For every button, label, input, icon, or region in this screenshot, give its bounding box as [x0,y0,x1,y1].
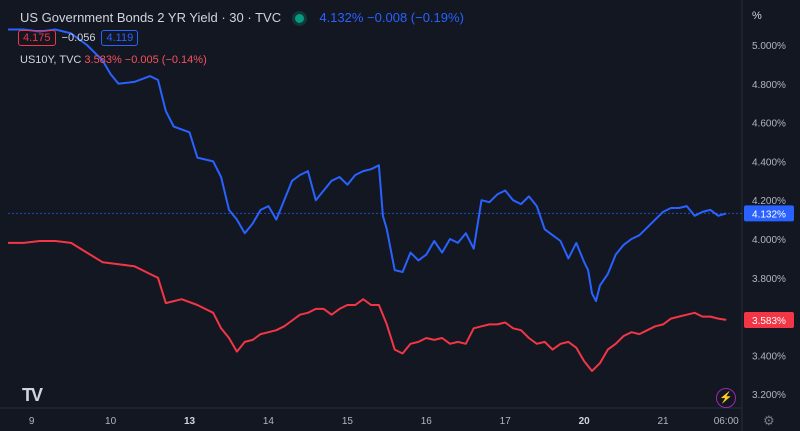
spread-value: −0.056 [61,32,96,44]
tradingview-logo[interactable]: TV [22,385,43,405]
symbol-title[interactable]: US Government Bonds 2 YR Yield · 30 · TV… [20,10,282,25]
x-tick-label: 14 [263,416,275,427]
y-tick-label: 4.400% [752,157,786,168]
x-tick-label: 9 [29,416,35,427]
y-tick-label: 4.200% [752,196,786,207]
compare-value: 3.583% −0.005 (−0.14%) [84,54,207,66]
last-value-text: 3.583% [752,316,786,327]
series-layer [8,28,727,372]
us10y-series-line[interactable] [8,240,727,372]
last-value-labels: 4.132% 3.583% [744,205,794,328]
x-tick-label: 16 [421,416,433,427]
us02y-series-line[interactable] [8,28,727,303]
bid-box[interactable]: 4.175 [18,30,56,46]
main-legend[interactable]: US Government Bonds 2 YR Yield · 30 · TV… [20,10,464,25]
compare-symbol[interactable]: US10Y, TVC [20,54,82,66]
y-tick-label: 4.800% [752,80,786,91]
y-tick-label: 5.000% [752,41,786,52]
compare-legend[interactable]: US10Y, TVC 3.583% −0.005 (−0.14%) [20,54,207,66]
last-value-badge [744,205,794,222]
y-tick-label: 3.400% [752,351,786,362]
last-value-badge [744,311,794,328]
x-tick-label: 17 [500,416,512,427]
market-status-icon [294,14,304,24]
ask-box[interactable]: 4.119 [101,30,139,46]
last-value-text: 4.132% [752,209,786,220]
quote-row: 4.175 −0.056 4.119 [18,30,139,46]
y-tick-label: 3.200% [752,390,786,401]
x-tick-label: 20 [579,416,591,427]
x-axis: 9 10 13 14 15 16 17 20 21 06:00 [29,416,739,427]
x-tick-label: 13 [184,416,196,427]
y-tick-label: 4.600% [752,119,786,130]
y-tick-label: 4.000% [752,235,786,246]
gear-icon[interactable]: ⚙ [763,413,775,428]
y-axis: 3.200%3.400%3.600%3.800%4.000%4.200%4.40… [752,41,786,401]
y-tick-label: 3.800% [752,274,786,285]
symbol-value: 4.132% −0.008 (−0.19%) [319,10,464,25]
axis-unit-label[interactable]: % [752,10,762,22]
x-tick-label: 15 [342,416,354,427]
lightning-icon[interactable]: ⚡ [716,388,736,408]
x-tick-label: 21 [658,416,670,427]
x-tick-label: 10 [105,416,117,427]
x-tick-label: 06:00 [714,416,739,427]
